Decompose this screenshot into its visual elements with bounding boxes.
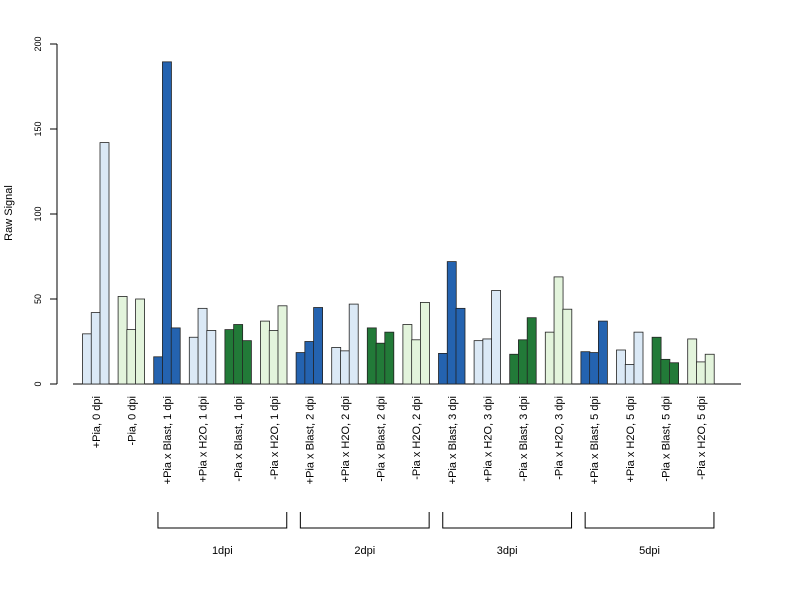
time-brackets: 1dpi 2dpi 3dpi 5dpi [157,512,715,557]
bar [491,290,502,385]
bar [562,308,573,385]
bar [366,327,377,385]
bar [224,329,235,385]
time-bracket [442,512,573,529]
x-tick-label: -Pia x Blast, 2 dpi [376,396,388,482]
y-tick-label: 0 [33,381,43,386]
x-tick-label: -Pia x Blast, 5 dpi [660,396,672,482]
bar [153,356,164,385]
x-tick-label: +Pia x H2O, 5 dpi [625,396,637,483]
bar [589,352,600,385]
x-tick-label: -Pia x H2O, 5 dpi [696,396,708,480]
bar [446,261,457,385]
x-tick-label: +Pia, 0 dpi [91,396,103,448]
bar [295,352,306,385]
bar [197,307,208,385]
x-tick-labels: +Pia, 0 dpi -Pia, 0 dpi +Pia x Blast, 1 dp… [91,396,708,484]
bar [509,353,520,385]
bar [90,312,101,385]
bar [162,61,172,385]
bar [660,358,671,385]
bar [669,362,679,385]
bar [99,142,110,385]
x-tick-label: +Pia x Blast, 1 dpi [162,396,174,484]
time-bracket-label: 5dpi [639,545,660,557]
bar [704,353,715,385]
x-tick-label: -Pia x H2O, 1 dpi [269,396,281,480]
bar [544,331,555,385]
bar [651,336,662,385]
bar [268,330,279,385]
x-tick-label: +Pia x Blast, 2 dpi [304,396,316,484]
bar [384,331,395,385]
bar [82,333,92,385]
bar [438,352,448,385]
bars [82,61,715,385]
bar [170,327,181,385]
bar [526,317,537,385]
x-tick-label: +Pia x H2O, 3 dpi [482,396,494,483]
bar [304,341,315,385]
time-bracket-label: 3dpi [497,545,518,557]
bar [348,303,359,385]
bar [126,329,137,385]
bar [135,298,146,385]
bar [696,361,706,385]
bar [331,347,342,385]
bar [482,338,493,385]
x-tick-label: +Pia x H2O, 1 dpi [198,396,210,483]
x-tick-label: +Pia x Blast, 5 dpi [589,396,601,484]
y-tick-label: 50 [33,294,43,304]
bar [687,338,698,385]
bar [455,307,466,385]
x-tick-label: -Pia x Blast, 1 dpi [233,396,245,482]
bar [411,339,422,385]
time-bracket [157,512,288,529]
bar [616,349,626,385]
bar [340,350,350,385]
bar [473,340,484,385]
time-bracket [584,512,715,529]
x-tick-label: -Pia x H2O, 3 dpi [554,396,566,480]
bar [260,320,270,385]
x-tick-label: -Pia, 0 dpi [126,396,138,446]
y-axis: 0 50 100 150 200 [33,36,58,387]
bar [518,339,528,385]
time-bracket-label: 1dpi [212,545,233,557]
bar [117,296,128,385]
bar [277,305,288,385]
x-tick-label: -Pia x H2O, 2 dpi [411,396,423,480]
x-tick-label: +Pia x H2O, 2 dpi [340,396,352,483]
bar [419,301,430,385]
bar [241,340,252,385]
time-bracket-label: 2dpi [354,545,375,557]
bar [553,276,564,385]
bar [624,364,635,385]
y-tick-label: 150 [33,121,43,136]
bar [598,320,608,385]
y-tick-label: 200 [33,36,43,51]
time-bracket [299,512,430,529]
x-tick-label: -Pia x Blast, 3 dpi [518,396,530,482]
bar [633,331,644,385]
bar [206,330,217,385]
x-tick-label: +Pia x Blast, 3 dpi [447,396,459,484]
bar [375,342,386,385]
bar [313,307,324,385]
y-tick-label: 100 [33,206,43,221]
bar [233,324,244,385]
y-axis-label: Raw Signal [3,185,15,241]
bar [402,324,413,385]
bar [580,351,591,385]
bar [188,336,199,385]
